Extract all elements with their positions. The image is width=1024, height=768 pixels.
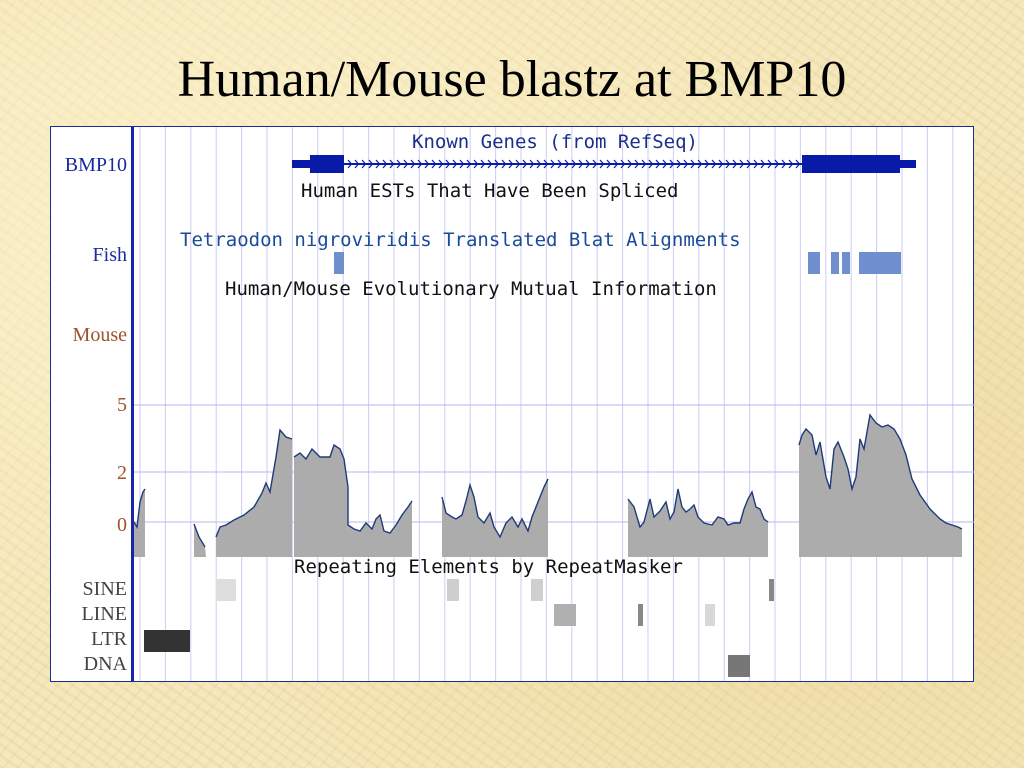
- fish-label: Fish: [92, 244, 127, 266]
- chevron-right-icon: [347, 159, 801, 169]
- conservation-edge: [134, 488, 146, 530]
- conservation-segment: [294, 445, 412, 557]
- repeat-dna-blocks[interactable]: [728, 655, 750, 677]
- repeat-sine-blocks[interactable]: [216, 579, 774, 601]
- conservation-edge: [441, 478, 549, 539]
- conservation-edge: [193, 523, 206, 548]
- conservation-segment: [799, 415, 962, 557]
- fish-alignment-blocks[interactable]: [334, 252, 901, 274]
- conservation-segment: [442, 479, 548, 557]
- conservation-edge: [215, 428, 293, 538]
- track-title-mutual-info[interactable]: Human/Mouse Evolutionary Mutual Informat…: [225, 278, 717, 300]
- track-title-repeat-masker[interactable]: Repeating Elements by RepeatMasker: [294, 556, 683, 578]
- conservation-edge: [627, 488, 769, 529]
- vertical-gridlines: [139, 127, 954, 681]
- slide-title: Human/Mouse blastz at BMP10: [177, 51, 847, 108]
- conservation-segment: [216, 430, 292, 557]
- repeat-class-sine: SINE: [82, 578, 127, 600]
- repeat-class-dna: DNA: [83, 653, 127, 675]
- repeat-class-ltr: LTR: [91, 628, 127, 650]
- conservation-plot[interactable]: [134, 413, 963, 557]
- track-title-known-genes[interactable]: Known Genes (from RefSeq): [412, 131, 698, 153]
- gutter-divider: [131, 127, 134, 681]
- mouse-label: Mouse: [72, 324, 127, 346]
- conservation-segment: [134, 489, 145, 557]
- gene-model-bmp10[interactable]: [292, 155, 916, 173]
- repeat-class-line: LINE: [81, 603, 127, 625]
- conservation-edge: [798, 413, 963, 530]
- conservation-edge: [293, 443, 413, 534]
- track-title-tetraodon[interactable]: Tetraodon nigroviridis Translated Blat A…: [180, 229, 741, 251]
- repeat-line-blocks[interactable]: [554, 604, 715, 626]
- conservation-segment: [628, 489, 768, 557]
- repeat-ltr-blocks[interactable]: [144, 630, 190, 652]
- gene-label-bmp10[interactable]: BMP10: [64, 154, 127, 176]
- y-tick-0: 0: [117, 514, 127, 536]
- track-canvas[interactable]: Known Genes (from RefSeq) Human ESTs Tha…: [134, 127, 974, 681]
- genome-browser-panel[interactable]: BMP10 Fish Mouse 5 2 0 SINE LINE LTR DNA…: [50, 126, 974, 682]
- y-tick-5: 5: [117, 394, 127, 416]
- track-title-human-ests[interactable]: Human ESTs That Have Been Spliced: [301, 180, 679, 202]
- y-tick-2: 2: [117, 462, 127, 484]
